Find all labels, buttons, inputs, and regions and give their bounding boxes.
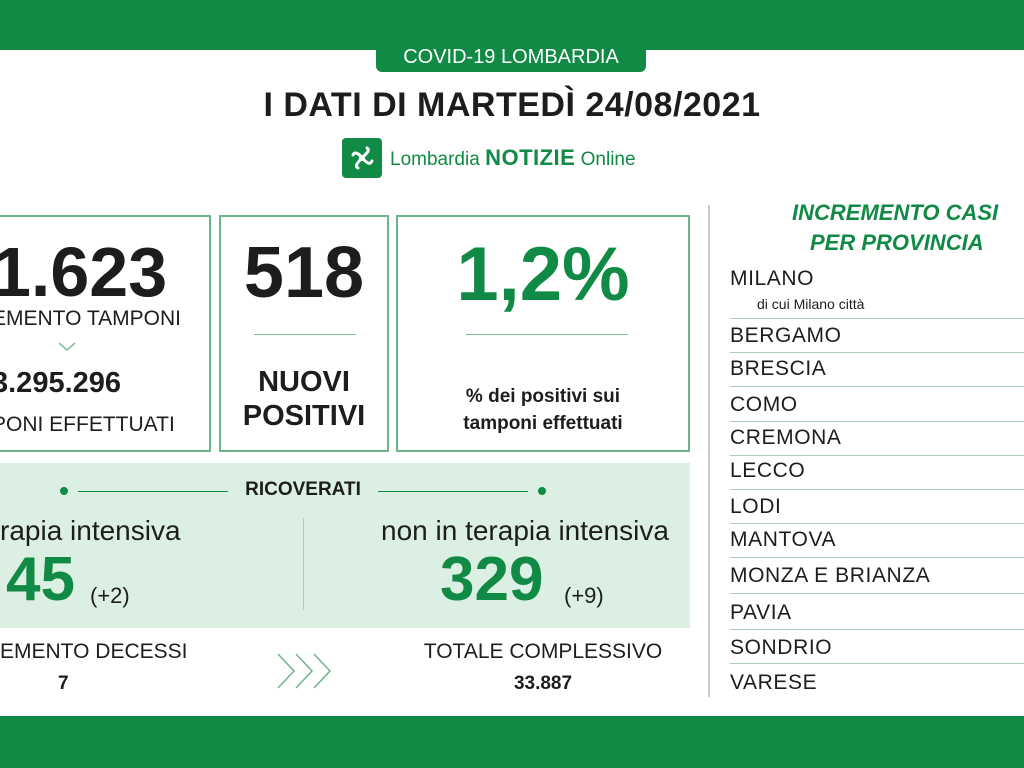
province-row-milano: MILANO xyxy=(730,267,815,290)
province-row: VARESE xyxy=(730,671,818,694)
top-bar xyxy=(0,0,1024,50)
province-row: MANTOVA xyxy=(730,528,837,551)
lombardia-notizie-logo: Lombardia NOTIZIE Online xyxy=(342,138,636,178)
divider xyxy=(730,489,1024,490)
chevrons-right-icon xyxy=(276,652,336,695)
divider xyxy=(466,334,628,335)
totale-complessivo-value: 33.887 xyxy=(513,673,573,694)
page-title: I DATI DI MARTEDÌ 24/08/2021 xyxy=(263,86,761,124)
positivi-card: 518 NUOVI POSITIVI xyxy=(219,215,389,452)
percentuale-label: % dei positivi sui tamponi effettuati xyxy=(398,383,688,437)
chevron-down-icon xyxy=(58,339,76,357)
divider xyxy=(78,491,228,492)
logo-prefix: Lombardia xyxy=(390,149,480,170)
tamponi-increment: 1.623 xyxy=(0,233,168,311)
header-badge: COVID-19 LOMBARDIA xyxy=(376,42,646,72)
divider xyxy=(730,386,1024,387)
logo-bold: NOTIZIE xyxy=(485,145,576,170)
percentuale-label-line2: tamponi effettuati xyxy=(463,413,623,434)
bullet-dot xyxy=(60,487,68,495)
province-row-milano-citta: di cui Milano città xyxy=(757,296,865,312)
tamponi-total-label: PONI EFFETTUATI xyxy=(0,413,175,436)
divider xyxy=(730,629,1024,630)
percentuale-label-line1: % dei positivi sui xyxy=(465,386,621,407)
vertical-divider xyxy=(708,205,710,697)
positivi-label-line2: POSITIVI xyxy=(242,400,366,432)
divider xyxy=(730,455,1024,456)
divider xyxy=(730,318,1024,319)
divider xyxy=(730,523,1024,524)
bottom-bar xyxy=(0,716,1024,768)
province-title-line2: PER PROVINCIA xyxy=(810,230,984,255)
non-terapia-intensiva-delta: (+9) xyxy=(564,583,604,608)
percentuale-card: 1,2% % dei positivi sui tamponi effettua… xyxy=(396,215,690,452)
divider xyxy=(730,352,1024,353)
logo-text: Lombardia NOTIZIE Online xyxy=(390,145,636,171)
positivi-value: 518 xyxy=(243,233,365,313)
percentuale-value: 1,2% xyxy=(456,232,630,317)
non-terapia-intensiva-label: non in terapia intensiva xyxy=(381,515,669,546)
tamponi-increment-label: EMENTO TAMPONI xyxy=(0,307,182,330)
province-title: INCREMENTO CASI PER PROVINCIA xyxy=(792,198,1024,258)
terapia-intensiva-delta: (+2) xyxy=(90,583,130,608)
province-row: MONZA E BRIANZA xyxy=(730,564,931,587)
ricoverati-title: RICOVERATI xyxy=(245,479,361,500)
province-row: PAVIA xyxy=(730,601,792,624)
divider xyxy=(730,421,1024,422)
province-row: COMO xyxy=(730,393,798,416)
non-terapia-intensiva-value: 329 xyxy=(440,545,544,614)
totale-complessivo-label: TOTALE COMPLESSIVO xyxy=(423,640,663,663)
province-row: BERGAMO xyxy=(730,324,842,347)
divider xyxy=(254,334,356,335)
divider xyxy=(378,491,528,492)
tamponi-card: 1.623 EMENTO TAMPONI 3.295.296 PONI EFFE… xyxy=(0,215,211,452)
province-row: LODI xyxy=(730,495,782,518)
divider xyxy=(730,593,1024,594)
province-row: BRESCIA xyxy=(730,357,827,380)
tamponi-total: 3.295.296 xyxy=(0,367,122,399)
decessi-label: EMENTO DECESSI xyxy=(0,640,188,663)
logo-suffix: Online xyxy=(580,149,636,170)
divider xyxy=(730,663,1024,664)
province-row: CREMONA xyxy=(730,426,842,449)
terapia-intensiva-label: rapia intensiva xyxy=(0,515,181,546)
bullet-dot xyxy=(538,487,546,495)
province-row: SONDRIO xyxy=(730,636,833,659)
lombardia-rose-icon xyxy=(342,138,382,178)
decessi-value: 7 xyxy=(58,673,69,694)
ricoverati-panel: RICOVERATI rapia intensiva 45 (+2) non i… xyxy=(0,463,690,628)
terapia-intensiva-value: 45 xyxy=(6,545,75,614)
divider xyxy=(730,557,1024,558)
province-row: LECCO xyxy=(730,459,806,482)
province-title-line1: INCREMENTO CASI xyxy=(792,200,999,225)
positivi-label-line1: NUOVI xyxy=(258,366,350,398)
divider xyxy=(303,518,304,610)
positivi-label: NUOVI POSITIVI xyxy=(221,365,387,433)
